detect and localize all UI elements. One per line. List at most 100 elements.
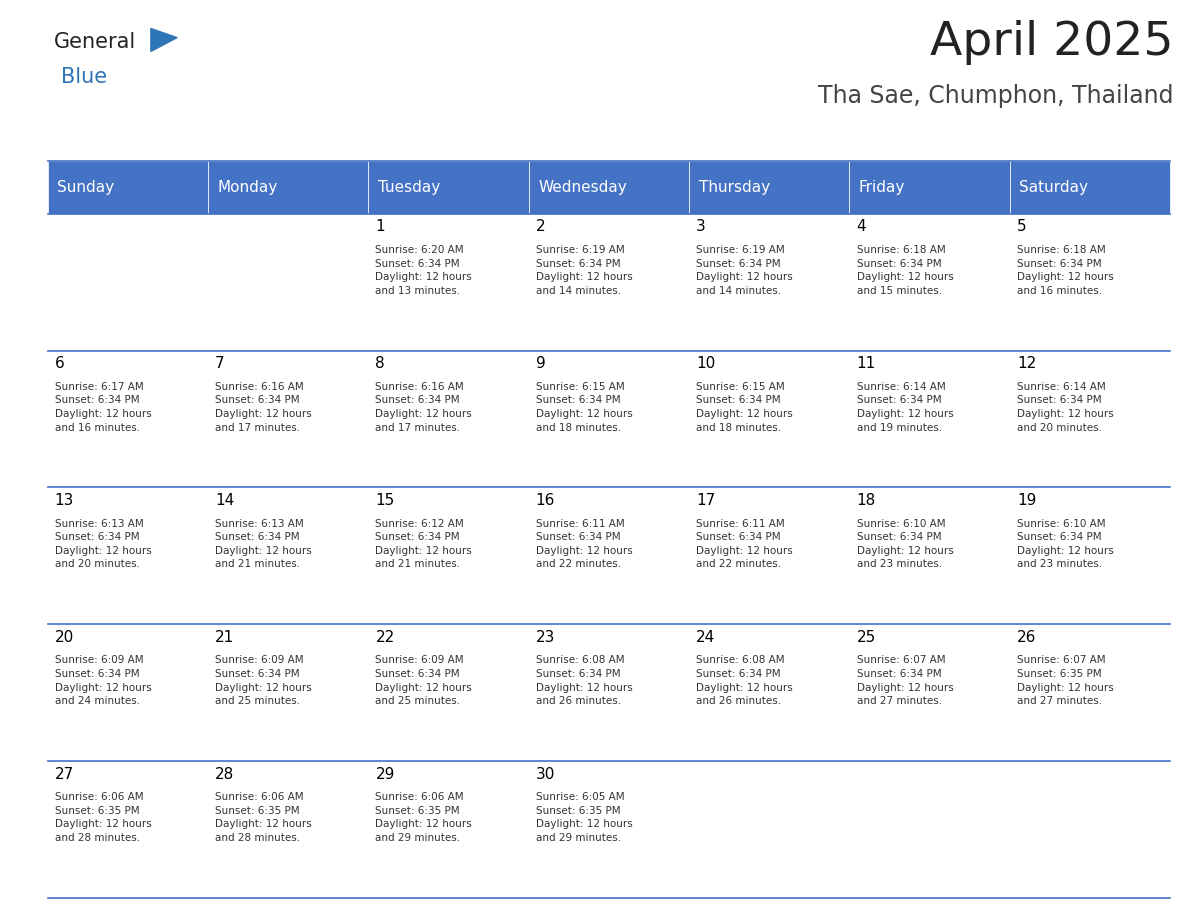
Text: 19: 19 [1017, 493, 1036, 508]
Text: Wednesday: Wednesday [538, 180, 627, 195]
Bar [529, 214, 689, 351]
Text: Sunrise: 6:07 AM
Sunset: 6:35 PM
Daylight: 12 hours
and 27 minutes.: Sunrise: 6:07 AM Sunset: 6:35 PM Dayligh… [1017, 655, 1113, 706]
Text: 13: 13 [55, 493, 74, 508]
Bar [689, 487, 849, 624]
Text: Sunrise: 6:13 AM
Sunset: 6:34 PM
Daylight: 12 hours
and 20 minutes.: Sunrise: 6:13 AM Sunset: 6:34 PM Dayligh… [55, 519, 151, 569]
Text: Sunrise: 6:08 AM
Sunset: 6:34 PM
Daylight: 12 hours
and 26 minutes.: Sunrise: 6:08 AM Sunset: 6:34 PM Dayligh… [696, 655, 792, 706]
Text: 23: 23 [536, 630, 555, 644]
Text: Blue: Blue [61, 67, 107, 87]
Text: 25: 25 [857, 630, 876, 644]
Bar [689, 761, 849, 898]
Polygon shape [151, 28, 177, 51]
Text: Sunrise: 6:11 AM
Sunset: 6:34 PM
Daylight: 12 hours
and 22 minutes.: Sunrise: 6:11 AM Sunset: 6:34 PM Dayligh… [696, 519, 792, 569]
Text: Sunrise: 6:09 AM
Sunset: 6:34 PM
Daylight: 12 hours
and 24 minutes.: Sunrise: 6:09 AM Sunset: 6:34 PM Dayligh… [55, 655, 151, 706]
Bar [48, 214, 208, 351]
Text: 14: 14 [215, 493, 234, 508]
Bar [368, 351, 529, 487]
Bar [48, 487, 208, 624]
Bar [529, 487, 689, 624]
Bar [1010, 161, 1170, 214]
Text: Sunrise: 6:16 AM
Sunset: 6:34 PM
Daylight: 12 hours
and 17 minutes.: Sunrise: 6:16 AM Sunset: 6:34 PM Dayligh… [215, 382, 311, 432]
Text: Sunrise: 6:12 AM
Sunset: 6:34 PM
Daylight: 12 hours
and 21 minutes.: Sunrise: 6:12 AM Sunset: 6:34 PM Dayligh… [375, 519, 472, 569]
Bar [48, 161, 208, 214]
Bar [48, 351, 208, 487]
Bar [1010, 351, 1170, 487]
Text: 29: 29 [375, 767, 394, 781]
Bar [208, 351, 368, 487]
Bar [529, 761, 689, 898]
Bar [689, 351, 849, 487]
Bar [48, 761, 208, 898]
Text: Sunrise: 6:11 AM
Sunset: 6:34 PM
Daylight: 12 hours
and 22 minutes.: Sunrise: 6:11 AM Sunset: 6:34 PM Dayligh… [536, 519, 632, 569]
Text: Sunrise: 6:16 AM
Sunset: 6:34 PM
Daylight: 12 hours
and 17 minutes.: Sunrise: 6:16 AM Sunset: 6:34 PM Dayligh… [375, 382, 472, 432]
Text: Sunrise: 6:15 AM
Sunset: 6:34 PM
Daylight: 12 hours
and 18 minutes.: Sunrise: 6:15 AM Sunset: 6:34 PM Dayligh… [536, 382, 632, 432]
Text: 30: 30 [536, 767, 555, 781]
Text: 16: 16 [536, 493, 555, 508]
Text: Sunrise: 6:08 AM
Sunset: 6:34 PM
Daylight: 12 hours
and 26 minutes.: Sunrise: 6:08 AM Sunset: 6:34 PM Dayligh… [536, 655, 632, 706]
Text: Sunrise: 6:10 AM
Sunset: 6:34 PM
Daylight: 12 hours
and 23 minutes.: Sunrise: 6:10 AM Sunset: 6:34 PM Dayligh… [1017, 519, 1113, 569]
Text: 28: 28 [215, 767, 234, 781]
Text: 15: 15 [375, 493, 394, 508]
Text: 3: 3 [696, 219, 706, 234]
Text: Saturday: Saturday [1019, 180, 1088, 195]
Bar [208, 487, 368, 624]
Text: 5: 5 [1017, 219, 1026, 234]
Text: General: General [53, 32, 135, 52]
Text: Sunrise: 6:06 AM
Sunset: 6:35 PM
Daylight: 12 hours
and 28 minutes.: Sunrise: 6:06 AM Sunset: 6:35 PM Dayligh… [55, 792, 151, 843]
Text: 21: 21 [215, 630, 234, 644]
Text: 8: 8 [375, 356, 385, 371]
Bar [529, 351, 689, 487]
Text: 10: 10 [696, 356, 715, 371]
Bar [849, 214, 1010, 351]
Bar [689, 214, 849, 351]
Bar [849, 761, 1010, 898]
Text: Sunrise: 6:13 AM
Sunset: 6:34 PM
Daylight: 12 hours
and 21 minutes.: Sunrise: 6:13 AM Sunset: 6:34 PM Dayligh… [215, 519, 311, 569]
Text: 1: 1 [375, 219, 385, 234]
Text: 22: 22 [375, 630, 394, 644]
Text: 11: 11 [857, 356, 876, 371]
Text: Sunrise: 6:20 AM
Sunset: 6:34 PM
Daylight: 12 hours
and 13 minutes.: Sunrise: 6:20 AM Sunset: 6:34 PM Dayligh… [375, 245, 472, 296]
Bar [368, 214, 529, 351]
Text: 12: 12 [1017, 356, 1036, 371]
Bar [368, 761, 529, 898]
Text: 26: 26 [1017, 630, 1036, 644]
Text: Sunrise: 6:09 AM
Sunset: 6:34 PM
Daylight: 12 hours
and 25 minutes.: Sunrise: 6:09 AM Sunset: 6:34 PM Dayligh… [375, 655, 472, 706]
Bar [1010, 624, 1170, 761]
Text: Sunrise: 6:09 AM
Sunset: 6:34 PM
Daylight: 12 hours
and 25 minutes.: Sunrise: 6:09 AM Sunset: 6:34 PM Dayligh… [215, 655, 311, 706]
Bar [1010, 487, 1170, 624]
Bar [368, 624, 529, 761]
Text: Sunrise: 6:19 AM
Sunset: 6:34 PM
Daylight: 12 hours
and 14 minutes.: Sunrise: 6:19 AM Sunset: 6:34 PM Dayligh… [536, 245, 632, 296]
Text: Tha Sae, Chumphon, Thailand: Tha Sae, Chumphon, Thailand [819, 84, 1174, 108]
Bar [689, 624, 849, 761]
Text: Sunrise: 6:14 AM
Sunset: 6:34 PM
Daylight: 12 hours
and 20 minutes.: Sunrise: 6:14 AM Sunset: 6:34 PM Dayligh… [1017, 382, 1113, 432]
Text: Sunrise: 6:07 AM
Sunset: 6:34 PM
Daylight: 12 hours
and 27 minutes.: Sunrise: 6:07 AM Sunset: 6:34 PM Dayligh… [857, 655, 953, 706]
Text: April 2025: April 2025 [930, 20, 1174, 65]
Bar [368, 161, 529, 214]
Bar [849, 161, 1010, 214]
Text: 6: 6 [55, 356, 64, 371]
Bar [368, 487, 529, 624]
Text: Sunday: Sunday [57, 180, 114, 195]
Text: Sunrise: 6:06 AM
Sunset: 6:35 PM
Daylight: 12 hours
and 29 minutes.: Sunrise: 6:06 AM Sunset: 6:35 PM Dayligh… [375, 792, 472, 843]
Text: Sunrise: 6:06 AM
Sunset: 6:35 PM
Daylight: 12 hours
and 28 minutes.: Sunrise: 6:06 AM Sunset: 6:35 PM Dayligh… [215, 792, 311, 843]
Text: Sunrise: 6:19 AM
Sunset: 6:34 PM
Daylight: 12 hours
and 14 minutes.: Sunrise: 6:19 AM Sunset: 6:34 PM Dayligh… [696, 245, 792, 296]
Text: Sunrise: 6:17 AM
Sunset: 6:34 PM
Daylight: 12 hours
and 16 minutes.: Sunrise: 6:17 AM Sunset: 6:34 PM Dayligh… [55, 382, 151, 432]
Text: Sunrise: 6:15 AM
Sunset: 6:34 PM
Daylight: 12 hours
and 18 minutes.: Sunrise: 6:15 AM Sunset: 6:34 PM Dayligh… [696, 382, 792, 432]
Text: 27: 27 [55, 767, 74, 781]
Text: Thursday: Thursday [699, 180, 770, 195]
Text: 24: 24 [696, 630, 715, 644]
Text: Sunrise: 6:14 AM
Sunset: 6:34 PM
Daylight: 12 hours
and 19 minutes.: Sunrise: 6:14 AM Sunset: 6:34 PM Dayligh… [857, 382, 953, 432]
Bar [208, 214, 368, 351]
Bar [208, 624, 368, 761]
Text: Sunrise: 6:18 AM
Sunset: 6:34 PM
Daylight: 12 hours
and 16 minutes.: Sunrise: 6:18 AM Sunset: 6:34 PM Dayligh… [1017, 245, 1113, 296]
Text: 7: 7 [215, 356, 225, 371]
Text: Friday: Friday [859, 180, 905, 195]
Text: 9: 9 [536, 356, 545, 371]
Bar [1010, 214, 1170, 351]
Bar [849, 624, 1010, 761]
Bar [849, 351, 1010, 487]
Text: Monday: Monday [217, 180, 278, 195]
Bar [208, 761, 368, 898]
Text: 17: 17 [696, 493, 715, 508]
Text: Sunrise: 6:05 AM
Sunset: 6:35 PM
Daylight: 12 hours
and 29 minutes.: Sunrise: 6:05 AM Sunset: 6:35 PM Dayligh… [536, 792, 632, 843]
